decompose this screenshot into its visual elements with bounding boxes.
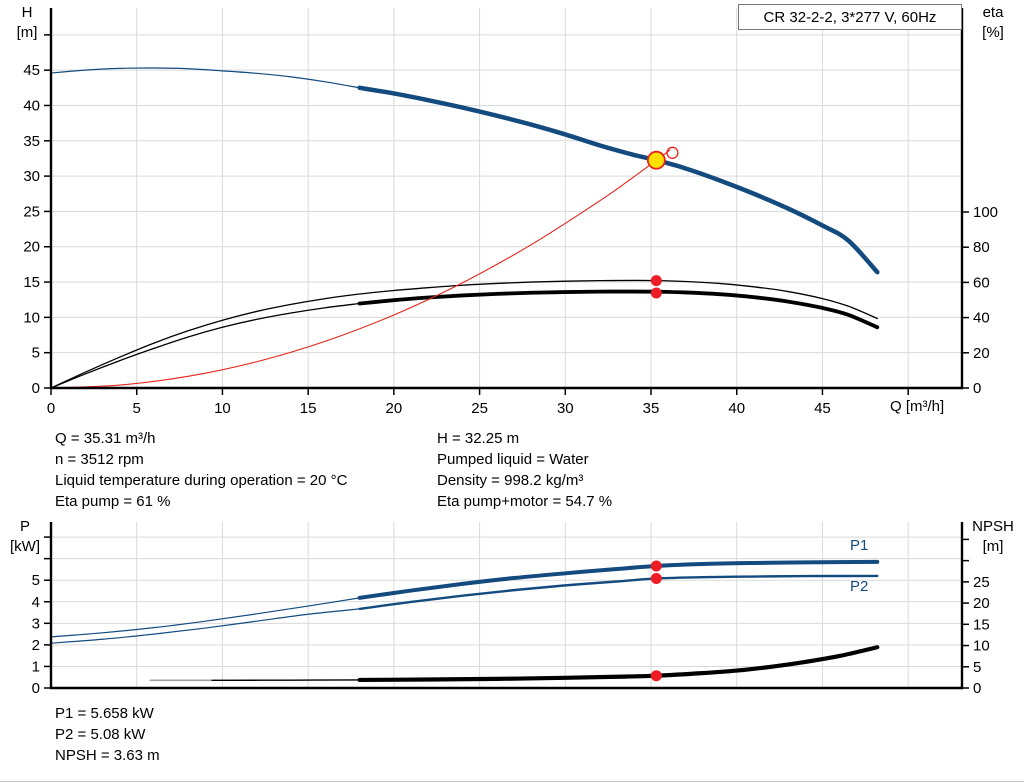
tick-label-left: 40 — [23, 97, 40, 114]
tick-label-bottom: 5 — [133, 400, 141, 417]
tick-label-right: 0 — [973, 680, 981, 697]
tick-label-left: 3 — [32, 615, 40, 632]
info-line-temperature: Liquid temperature during operation = 20… — [55, 470, 347, 491]
pump-model-title-box: CR 32-2-2, 3*277 V, 60Hz — [738, 4, 962, 30]
tick-label-left: 0 — [32, 680, 40, 697]
duty-info-left: Q = 35.31 m³/h n = 3512 rpm Liquid tempe… — [55, 428, 347, 512]
duty-info-right: H = 32.25 m Pumped liquid = Water Densit… — [437, 428, 612, 512]
eta-axis-label: eta [%] — [968, 3, 1018, 43]
tick-label-left: 5 — [32, 345, 40, 362]
eta-axis-label-line1: eta — [968, 3, 1018, 23]
tick-label-left: 10 — [23, 309, 40, 326]
tick-label-right: 40 — [973, 310, 990, 327]
marker-duty-point-p1 — [651, 561, 662, 572]
tick-label-bottom: 35 — [643, 400, 660, 417]
h-axis-label-line1: H — [4, 3, 50, 23]
tick-label-right: 25 — [973, 574, 990, 591]
info-line-p2: P2 = 5.08 kW — [55, 724, 160, 745]
eta-axis-label-line2: [%] — [968, 23, 1018, 43]
tick-label-left: 2 — [32, 637, 40, 654]
tick-label-left: 15 — [23, 274, 40, 291]
info-line-density: Density = 998.2 kg/m³ — [437, 470, 612, 491]
info-line-npsh: NPSH = 3.63 m — [55, 745, 160, 766]
curve-npsh-curve-thick — [360, 647, 878, 680]
tick-label-right: 20 — [973, 345, 990, 362]
h-axis-label-line2: [m] — [4, 23, 50, 43]
marker-duty-point-eta-pump-motor — [651, 287, 662, 298]
info-line-eta-pump-motor: Eta pump+motor = 54.7 % — [437, 491, 612, 512]
tick-label-left: 30 — [23, 168, 40, 185]
curve-p1-curve-thin — [51, 598, 360, 637]
tick-label-left: 0 — [32, 380, 40, 397]
tick-label-right: 60 — [973, 274, 990, 291]
marker-duty-point-qh — [648, 152, 665, 169]
tick-label-left: 45 — [23, 62, 40, 79]
tick-label-bottom: 15 — [300, 400, 317, 417]
marker-duty-point-p2 — [651, 573, 662, 584]
tick-label-bottom: 20 — [386, 400, 403, 417]
curve-head-curve-full-range — [51, 68, 360, 88]
info-line-h: H = 32.25 m — [437, 428, 612, 449]
h-axis-label: H [m] — [4, 3, 50, 43]
tick-label-right: 5 — [973, 659, 981, 676]
marker-duty-point-npsh — [651, 670, 662, 681]
curve-p2-curve-medium — [360, 576, 878, 609]
marker-duty-point-eta-pump — [651, 275, 662, 286]
marker-max-duty-marker — [667, 147, 678, 158]
tick-label-bottom: 30 — [557, 400, 574, 417]
tick-label-left: 4 — [32, 594, 40, 611]
info-line-liquid: Pumped liquid = Water — [437, 449, 612, 470]
tick-label-right: 15 — [973, 616, 990, 633]
info-line-p1: P1 = 5.658 kW — [55, 703, 160, 724]
curve-p2-curve-thin — [51, 609, 360, 643]
npsh-axis-label: NPSH [m] — [962, 517, 1024, 557]
npsh-axis-label-line2: [m] — [962, 537, 1024, 557]
curve-eta-pump-motor-curve-thick — [360, 292, 878, 328]
tick-label-bottom: 0 — [47, 400, 55, 417]
q-axis-label: Q [m³/h] — [890, 398, 944, 415]
tick-label-bottom: 40 — [728, 400, 745, 417]
tick-label-left: 25 — [23, 203, 40, 220]
tick-label-right: 80 — [973, 239, 990, 256]
tick-label-right: 20 — [973, 595, 990, 612]
tick-label-right: 100 — [973, 204, 998, 221]
p1-curve-label: P1 — [850, 537, 868, 554]
tick-label-left: 20 — [23, 239, 40, 256]
p-axis-label-line2: [kW] — [2, 537, 48, 557]
npsh-axis-label-line1: NPSH — [962, 517, 1024, 537]
info-line-n: n = 3512 rpm — [55, 449, 347, 470]
tick-label-bottom: 10 — [214, 400, 231, 417]
p-axis-label-line1: P — [2, 517, 48, 537]
info-line-eta-pump: Eta pump = 61 % — [55, 491, 347, 512]
power-info-block: P1 = 5.658 kW P2 = 5.08 kW NPSH = 3.63 m — [55, 703, 160, 766]
p-axis-label: P [kW] — [2, 517, 48, 557]
tick-label-right: 0 — [973, 380, 981, 397]
tick-label-bottom: 45 — [814, 400, 831, 417]
tick-label-left: 35 — [23, 133, 40, 150]
tick-label-left: 5 — [32, 572, 40, 589]
p2-curve-label: P2 — [850, 578, 868, 595]
tick-label-left: 1 — [32, 658, 40, 675]
tick-label-bottom: 25 — [471, 400, 488, 417]
curve-head-curve-operating-range — [360, 88, 878, 272]
info-line-q: Q = 35.31 m³/h — [55, 428, 347, 449]
tick-label-right: 10 — [973, 638, 990, 655]
